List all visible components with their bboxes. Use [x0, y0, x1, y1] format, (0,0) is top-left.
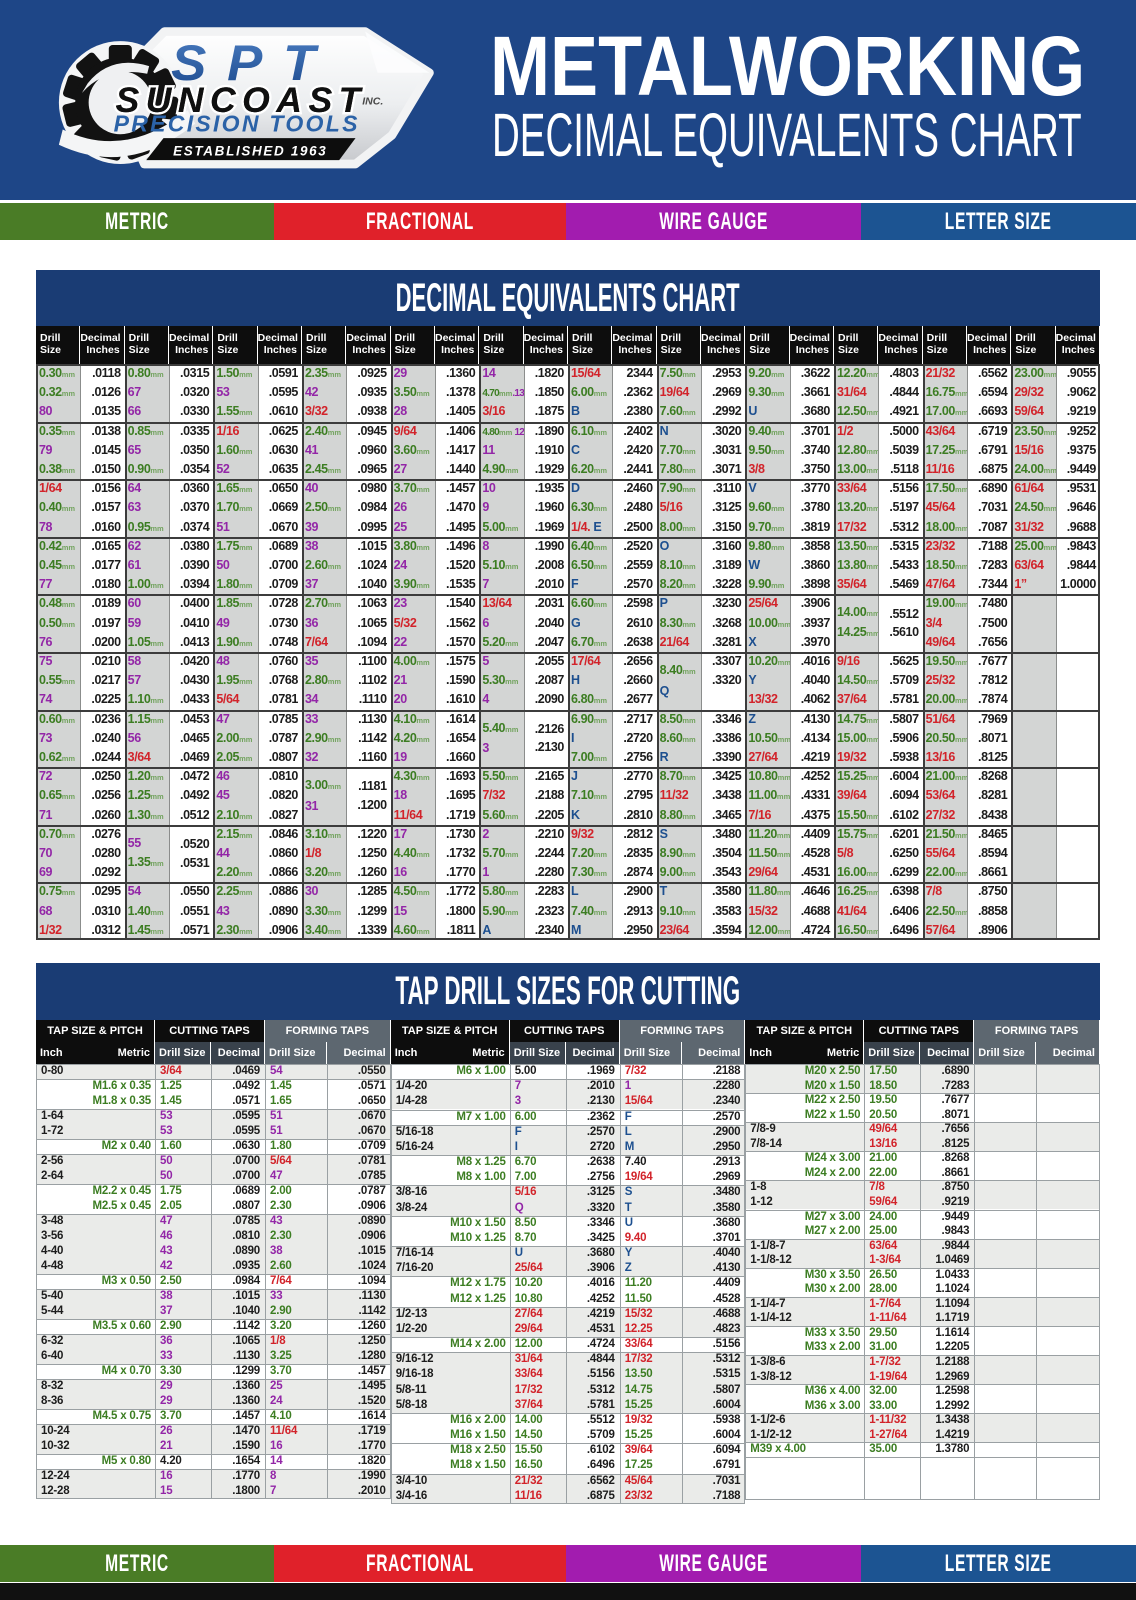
svg-text:ESTABLISHED 1963: ESTABLISHED 1963	[173, 143, 327, 158]
svg-text:SPT: SPT	[171, 34, 320, 90]
svg-text:INC.: INC.	[362, 95, 383, 107]
svg-text:PRECISION TOOLS: PRECISION TOOLS	[114, 110, 358, 136]
